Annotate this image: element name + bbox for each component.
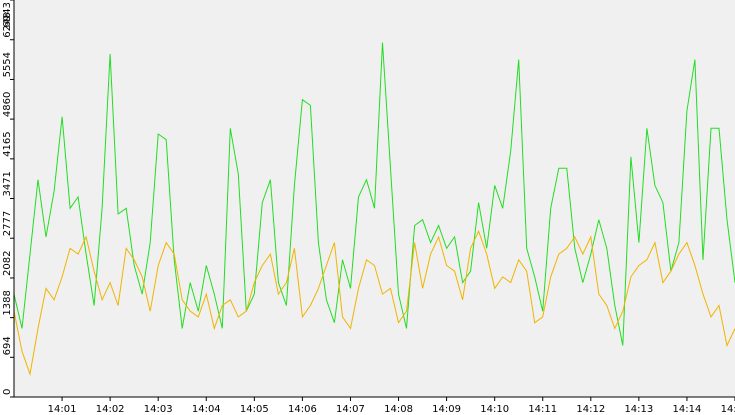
y-tick-label: 6943: [2, 2, 13, 27]
x-tick-label: 14:02: [96, 404, 125, 415]
x-tick-label: 14:05: [240, 404, 269, 415]
y-tick-label: 2082: [2, 250, 13, 275]
x-tick-label: 14:11: [528, 404, 557, 415]
y-tick-label: 1388: [2, 290, 13, 315]
x-tick-label: 14:06: [288, 404, 317, 415]
y-tick-label: 0: [2, 389, 13, 395]
x-tick-label: 14:15: [721, 404, 735, 415]
x-tick-label: 14:12: [576, 404, 605, 415]
y-tick-label: 4860: [2, 92, 13, 117]
y-tick-label: 694: [2, 336, 13, 355]
series-line: [13, 42, 735, 346]
y-tick-label: 6248: [2, 12, 13, 37]
x-tick-label: 14:09: [432, 404, 461, 415]
x-tick-label: 14:01: [48, 404, 77, 415]
x-tick-label: 14:13: [624, 404, 653, 415]
x-tick-label: 14:03: [144, 404, 173, 415]
x-tick-label: 14:04: [192, 404, 221, 415]
x-tick-label: 14:10: [480, 404, 509, 415]
x-tick-label: 14:08: [384, 404, 413, 415]
x-tick-label: 14:14: [673, 404, 702, 415]
x-tick-label: 14:07: [336, 404, 365, 415]
y-tick-label: 5554: [2, 52, 13, 77]
y-tick-label: 2777: [2, 211, 13, 236]
series-line: [13, 229, 735, 377]
y-tick-label: 3471: [2, 171, 13, 196]
y-tick-label: 4165: [2, 131, 13, 156]
